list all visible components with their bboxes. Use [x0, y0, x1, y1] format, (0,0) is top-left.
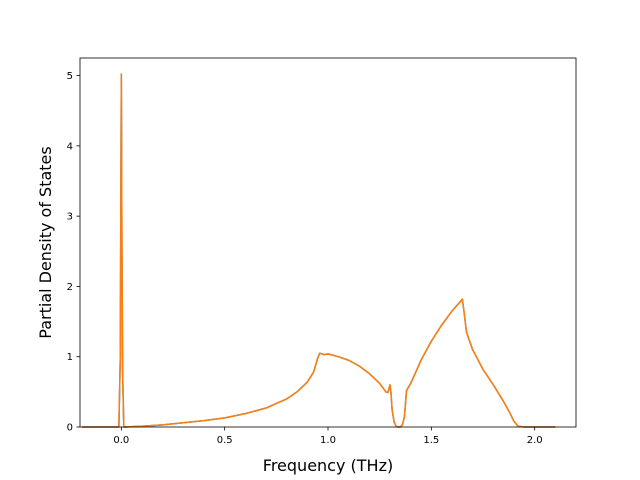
x-tick-label: 1.0	[320, 435, 336, 446]
series-line-2	[82, 73, 556, 428]
plot-area	[80, 58, 576, 427]
y-tick-label: 2	[67, 282, 73, 293]
y-tick-label: 3	[67, 212, 73, 223]
y-tick-label: 0	[67, 423, 73, 434]
series-layer	[82, 73, 556, 428]
y-tick-label: 1	[67, 352, 73, 363]
x-tick-label: 0.0	[113, 435, 129, 446]
y-axis-ticks: 0 1 2 3 4 5	[67, 71, 80, 434]
y-tick-label: 5	[67, 71, 73, 82]
x-axis-label: Frequency (THz)	[263, 456, 393, 475]
x-axis-ticks: 0.0 0.5 1.0 1.5 2.0	[113, 427, 543, 446]
x-tick-label: 1.5	[423, 435, 439, 446]
x-tick-label: 2.0	[527, 435, 543, 446]
x-tick-label: 0.5	[217, 435, 233, 446]
y-tick-label: 4	[67, 141, 73, 152]
y-axis-label: Partial Density of States	[36, 146, 55, 338]
